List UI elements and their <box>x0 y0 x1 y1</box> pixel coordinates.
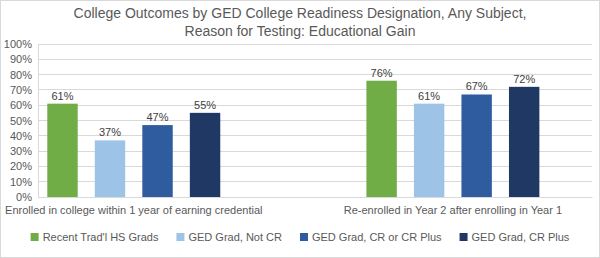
legend-label: GED Grad, CR Plus <box>472 231 570 243</box>
legend-label: GED Grad, CR or CR Plus <box>312 231 442 243</box>
bar <box>509 87 539 197</box>
legend: Recent Trad'l HS Grads GED Grad, Not CR GE… <box>31 231 570 243</box>
grid-line <box>38 89 592 90</box>
y-tick-label: 20% <box>10 160 32 172</box>
x-tick-label: Enrolled in college within 1 year of ear… <box>5 204 262 216</box>
data-label: 37% <box>99 126 121 138</box>
y-tick: 10% <box>10 176 38 188</box>
legend-label: GED Grad, Not CR <box>188 231 282 243</box>
grid-line <box>38 59 592 60</box>
bar <box>47 104 77 197</box>
legend-item: GED Grad, Not CR <box>176 231 282 243</box>
y-axis: 0% 10% 20% 30% 40% 50% 60% 70% 80% 90% 100% <box>4 38 39 203</box>
data-label: 61% <box>418 90 440 102</box>
x-tick: Enrolled in college within 1 year of ear… <box>5 197 262 216</box>
grid-line <box>38 44 592 45</box>
grid <box>38 44 592 197</box>
y-tick: 90% <box>10 53 38 65</box>
y-tick: 0% <box>16 191 38 203</box>
y-tick-label: 40% <box>10 130 32 142</box>
bar <box>142 125 172 197</box>
y-tick-label: 0% <box>16 191 32 203</box>
data-labels: 61% 76% 37% 61% 47% 67% 55% 72% <box>51 67 535 139</box>
grid-line <box>38 105 592 106</box>
title-line: Reason for Testing: Educational Gain <box>185 23 416 39</box>
y-tick-label: 90% <box>10 53 32 65</box>
chart-title: College Outcomes by GED College Readines… <box>74 5 527 39</box>
chart: College Outcomes by GED College Readines… <box>0 0 600 258</box>
bar <box>414 104 444 197</box>
y-axis-line <box>38 45 39 198</box>
y-tick-label: 70% <box>10 84 32 96</box>
x-tick: Re-enrolled in Year 2 after enrolling in… <box>344 197 562 216</box>
y-tick: 100% <box>4 38 38 50</box>
y-tick-label: 10% <box>10 176 32 188</box>
legend-swatch <box>300 233 308 241</box>
data-label: 76% <box>371 67 393 79</box>
legend-label: Recent Trad'l HS Grads <box>43 231 159 243</box>
x-axis-line <box>39 197 593 198</box>
y-tick: 30% <box>10 145 38 157</box>
legend-swatch <box>460 233 468 241</box>
bar <box>461 94 491 197</box>
y-tick: 40% <box>10 130 38 142</box>
y-tick-label: 30% <box>10 145 32 157</box>
data-label: 55% <box>194 99 216 111</box>
x-axis: Enrolled in college within 1 year of ear… <box>5 197 592 216</box>
y-tick: 60% <box>10 99 38 111</box>
y-tick-label: 60% <box>10 99 32 111</box>
y-tick-label: 50% <box>10 115 32 127</box>
grid-line <box>38 74 592 75</box>
legend-item: GED Grad, CR Plus <box>460 231 570 243</box>
grid-line <box>38 135 592 136</box>
data-label: 72% <box>513 73 535 85</box>
y-tick: 70% <box>10 84 38 96</box>
bar <box>366 81 396 197</box>
data-label: 67% <box>466 80 488 92</box>
data-label: 61% <box>51 90 73 102</box>
bar <box>190 113 220 197</box>
legend-swatch <box>176 233 184 241</box>
legend-item: Recent Trad'l HS Grads <box>31 231 159 243</box>
y-tick: 50% <box>10 115 38 127</box>
data-label: 47% <box>147 111 169 123</box>
chart-border <box>1 1 600 258</box>
y-tick-label: 100% <box>4 38 32 50</box>
title-line: College Outcomes by GED College Readines… <box>74 5 527 21</box>
legend-item: GED Grad, CR or CR Plus <box>300 231 442 243</box>
grid-line <box>38 120 592 121</box>
x-tick-label: Re-enrolled in Year 2 after enrolling in… <box>344 204 562 216</box>
legend-swatch <box>31 233 39 241</box>
y-tick: 80% <box>10 69 38 81</box>
bar <box>95 140 125 197</box>
y-tick: 20% <box>10 160 38 172</box>
bars <box>47 81 539 197</box>
y-tick-label: 80% <box>10 69 32 81</box>
